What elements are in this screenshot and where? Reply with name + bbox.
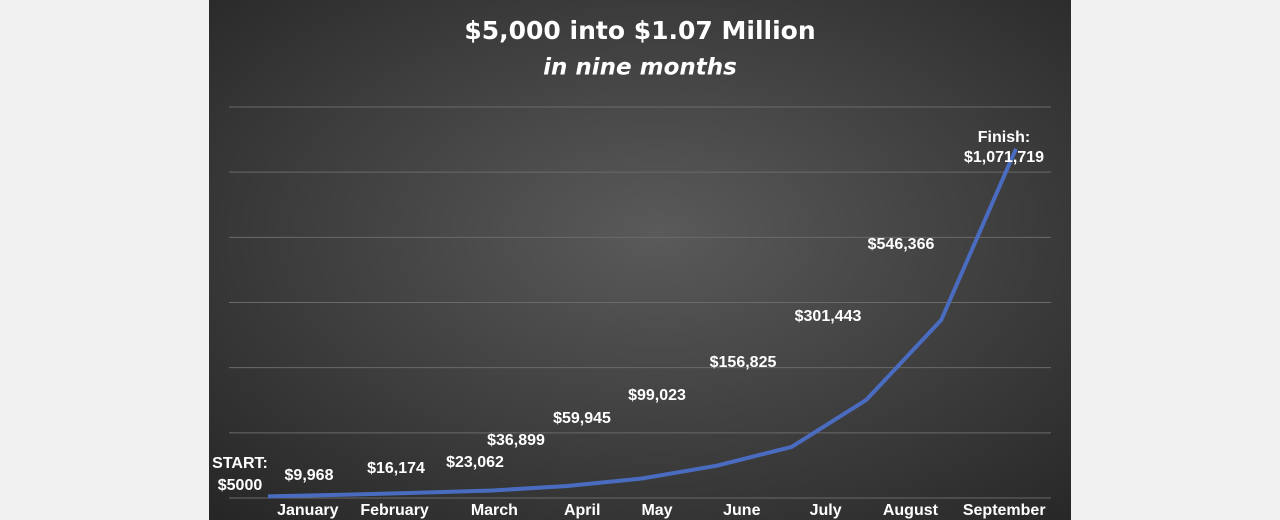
- x-tick-label: January: [277, 502, 338, 519]
- data-label: $23,062: [446, 454, 504, 471]
- x-tick-label: May: [641, 502, 672, 519]
- x-tick-label: September: [963, 502, 1046, 519]
- x-tick-label: March: [471, 502, 518, 519]
- x-tick-label: August: [883, 502, 939, 519]
- chart-subtitle: in nine months: [543, 55, 737, 81]
- data-label: $301,443: [795, 308, 862, 325]
- data-label: $99,023: [628, 387, 686, 404]
- data-label: $16,174: [367, 460, 425, 477]
- data-label: $36,899: [487, 432, 545, 449]
- data-label: $9,968: [285, 467, 334, 484]
- x-tick-label: July: [810, 502, 842, 519]
- x-tick-label: June: [723, 502, 760, 519]
- finish-label: Finish:: [978, 129, 1030, 146]
- data-label: $59,945: [553, 410, 611, 427]
- data-label: $156,825: [710, 354, 777, 371]
- data-line: [267, 147, 1018, 499]
- data-label: $1,071,719: [964, 149, 1044, 166]
- data-label: $546,366: [868, 236, 935, 253]
- x-tick-label: February: [360, 502, 429, 519]
- start-label: START:: [212, 455, 268, 472]
- x-tick-label: April: [564, 502, 600, 519]
- chart-title: $5,000 into $1.07 Million: [464, 16, 815, 45]
- data-label: $5000: [218, 477, 263, 494]
